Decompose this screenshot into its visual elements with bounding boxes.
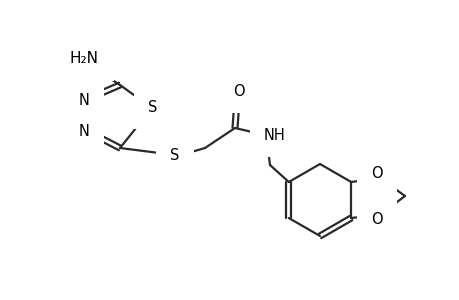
Text: O: O (370, 212, 382, 227)
Text: S: S (170, 148, 179, 164)
Text: O: O (370, 166, 382, 181)
Text: N: N (78, 92, 89, 107)
Text: NH: NH (263, 128, 285, 142)
Text: H₂N: H₂N (69, 50, 98, 65)
Text: O: O (233, 83, 244, 98)
Text: N: N (78, 124, 89, 139)
Text: S: S (148, 100, 157, 115)
